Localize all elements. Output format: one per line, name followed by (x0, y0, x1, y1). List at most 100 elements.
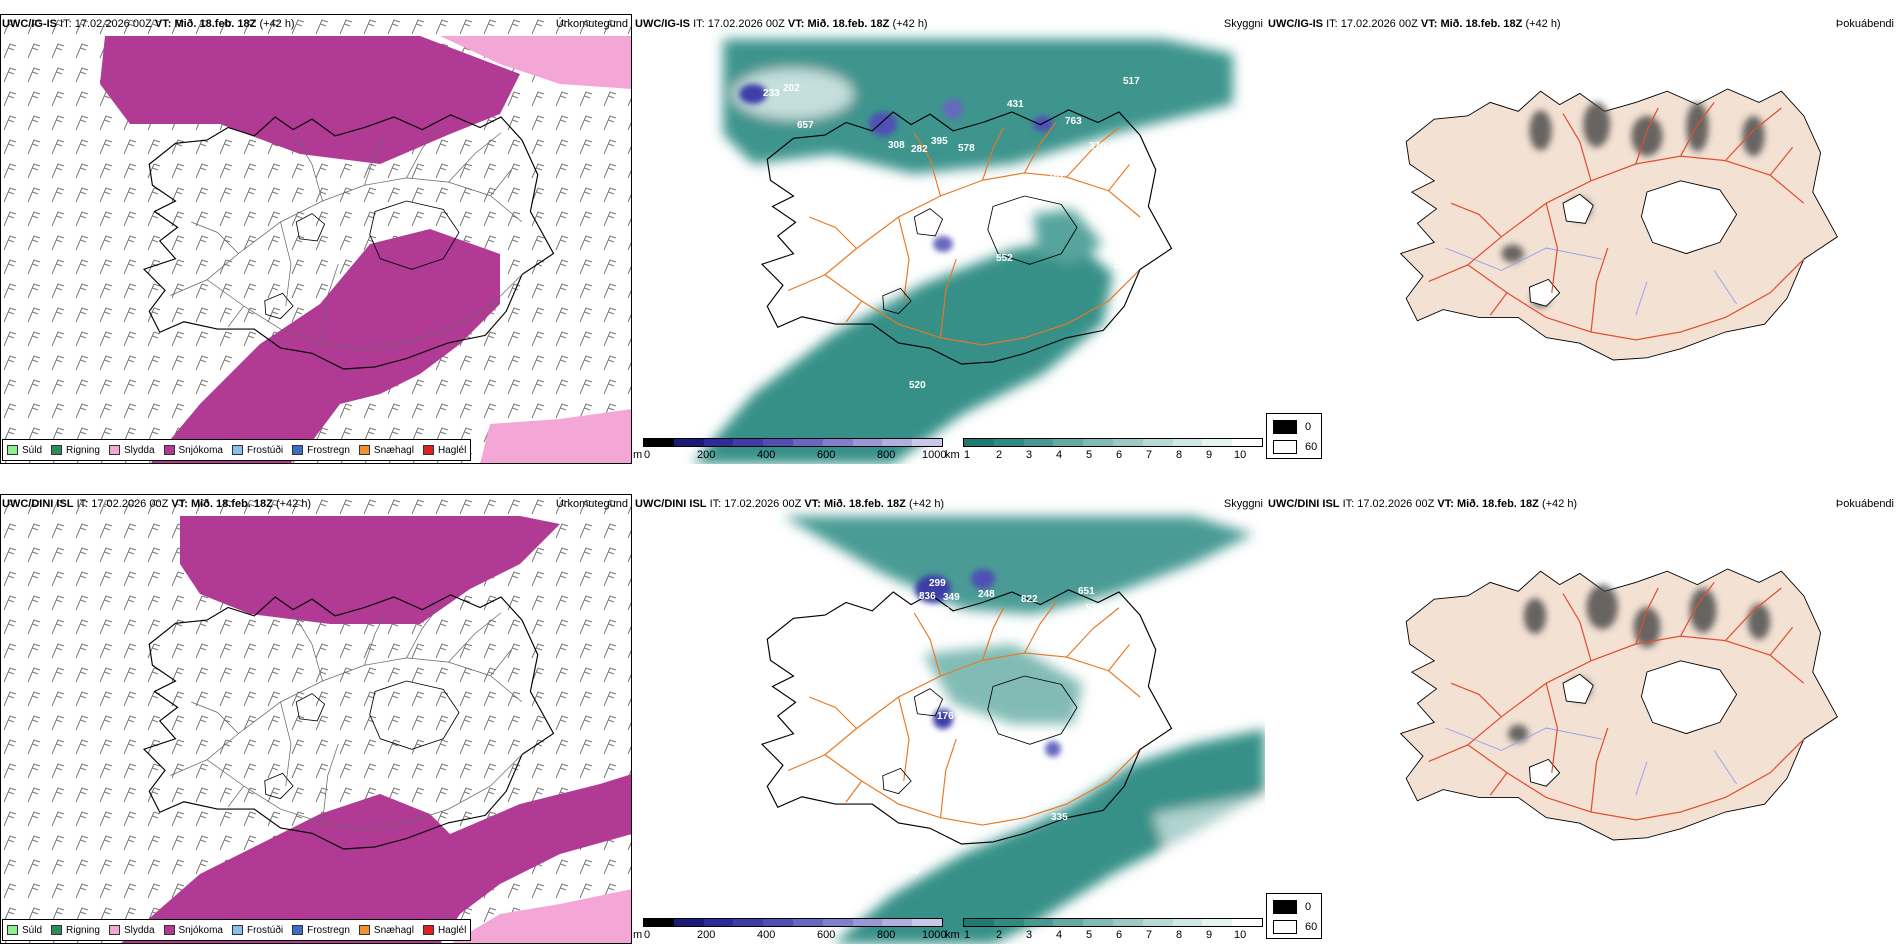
fog-title-row2: UWC/DINI ISL IT: 17.02.2026 00Z VT: Mið.… (1268, 498, 1578, 510)
visibility-value: 654 (1108, 238, 1125, 249)
visibility-value: 763 (1065, 116, 1082, 127)
visibility-value: 335 (1051, 812, 1068, 823)
precip-panel-label-row2: Úrkomutegund (555, 498, 628, 510)
visibility-values-row1: 233 202 657 308 282 395 578 431 763 370 … (763, 76, 1140, 391)
visibility-panel-label-row2: Skyggni (1223, 498, 1263, 510)
visibility-value: 540 (903, 866, 920, 877)
precip-title-row1: UWC/IG-IS IT: 17.02.2026 00Z VT: Mið. 18… (2, 18, 295, 30)
fog-panel-row2: UWC/DINI ISL IT: 17.02.2026 00Z VT: Mið.… (1266, 494, 1900, 944)
swatch-icon (108, 925, 120, 935)
swatch-icon (163, 925, 175, 935)
sleet-area-northeast (440, 36, 632, 89)
visibility-value: 552 (996, 253, 1013, 264)
visibility-values-row2: 299 836 349 230 248 822 651 514 176 235 … (851, 578, 1103, 877)
visibility-panel-label-row1: Skyggni (1223, 18, 1263, 30)
legend-item-rigning: Rigning (51, 445, 100, 456)
visibility-value: 248 (978, 589, 995, 600)
sleet-area-southeast (450, 889, 632, 944)
visibility-value: 514 (1086, 603, 1103, 614)
swatch-icon (358, 445, 370, 455)
legend-item-sudl: Súld (7, 925, 42, 936)
precip-panel-row1: UWC/IG-IS IT: 17.02.2026 00Z VT: Mið. 18… (0, 14, 632, 464)
visibility-panel-row2: 299 836 349 230 248 822 651 514 176 235 … (633, 494, 1265, 944)
visibility-value: 299 (929, 578, 946, 589)
visibility-value: 657 (797, 120, 814, 131)
visibility-map-row1: 233 202 657 308 282 395 578 431 763 370 … (693, 39, 1233, 464)
precip-panel-row2: UWC/DINI ISL IT: 17.02.2026 00Z VT: Mið.… (0, 494, 632, 944)
swatch-icon (231, 445, 243, 455)
fog-map-row1 (1400, 88, 1838, 361)
visibility-title-row2: UWC/DINI ISL IT: 17.02.2026 00Z VT: Mið.… (635, 498, 945, 510)
visibility-value: 431 (1007, 99, 1024, 110)
visibility-title-row1: UWC/IG-IS IT: 17.02.2026 00Z VT: Mið. 18… (635, 18, 928, 30)
visibility-value: 578 (958, 143, 975, 154)
precip-legend-row2: Súld Rigning Slydda Snjókoma Frostúði Fr… (2, 919, 472, 941)
swatch-icon (231, 925, 243, 935)
legend-item-slydda: Slydda (108, 445, 155, 456)
visibility-panel-row1: 233 202 657 308 282 395 578 431 763 370 … (633, 14, 1265, 464)
swatch-icon (108, 445, 120, 455)
legend-item-snjokoma: Snjókoma (163, 445, 223, 456)
visibility-value: 370 (1089, 141, 1106, 152)
swatch-icon (51, 925, 63, 935)
visibility-map-row2: 299 836 349 230 248 822 651 514 176 235 … (761, 516, 1265, 944)
fog-panel-label-row2: Þokuábendi (1835, 498, 1894, 510)
fog-map-row2 (1400, 568, 1838, 841)
visibility-value: 517 (1123, 76, 1140, 87)
visibility-value: 395 (931, 136, 948, 147)
legend-item-snaehagl: Snæhagl (358, 925, 414, 936)
legend-item-frostregn: Frostregn (292, 925, 350, 936)
fog-low-swatch (1273, 920, 1297, 934)
visibility-value: 651 (1078, 586, 1095, 597)
fog-panel-label-row1: Þokuábendi (1835, 18, 1894, 30)
legend-item-snjokoma: Snjókoma (163, 925, 223, 936)
visibility-value: 202 (783, 83, 800, 94)
ceiling-colorbar-row2: m 0 200 400 600 800 1000 (633, 918, 946, 942)
swatch-icon (163, 445, 175, 455)
fog-low-swatch (1273, 440, 1297, 454)
snow-area-north (100, 36, 520, 164)
fog-legend-row1: 0 60 (1266, 413, 1322, 459)
swatch-icon (292, 925, 304, 935)
legend-item-haglel: Haglél (422, 445, 466, 456)
ceiling-colorbar-row1: m 0 200 400 600 800 1000 (633, 438, 946, 462)
sleet-area-southeast (480, 409, 632, 464)
swatch-icon (422, 925, 434, 935)
legend-item-sudl: Súld (7, 445, 42, 456)
fog-title-row1: UWC/IG-IS IT: 17.02.2026 00Z VT: Mið. 18… (1268, 18, 1561, 30)
fog-legend-row2: 0 60 (1266, 893, 1322, 939)
visibility-value: 230 (933, 606, 950, 617)
legend-item-haglel: Haglél (422, 925, 466, 936)
legend-item-frostregn: Frostregn (292, 445, 350, 456)
visibility-value: 176 (937, 711, 954, 722)
visibility-colorbar-row1: km 1 2 3 4 5 6 7 8 9 10 (945, 438, 1265, 462)
precip-legend-row1: Súld Rigning Slydda Snjókoma Frostúði Fr… (2, 439, 472, 461)
precip-panel-label-row1: Úrkomutegund (555, 18, 628, 30)
ceiling-strip (643, 438, 943, 447)
visibility-value: 233 (763, 88, 780, 99)
swatch-icon (292, 445, 304, 455)
visibility-value: 235 (851, 738, 868, 749)
precip-map-row1 (0, 14, 632, 464)
fog-panel-row1: UWC/IG-IS IT: 17.02.2026 00Z VT: Mið. 18… (1266, 14, 1900, 464)
legend-item-frostudi: Frostúði (231, 925, 283, 936)
swatch-icon (7, 445, 18, 455)
fog-high-swatch (1273, 420, 1297, 434)
visibility-value: 520 (909, 380, 926, 391)
snow-area-south (150, 229, 500, 464)
swatch-icon (422, 445, 434, 455)
legend-item-snaehagl: Snæhagl (358, 445, 414, 456)
legend-item-frostudi: Frostúði (231, 445, 283, 456)
ceiling-strip (643, 918, 943, 927)
swatch-icon (358, 925, 370, 935)
swatch-icon (7, 925, 18, 935)
precip-title-row2: UWC/DINI ISL IT: 17.02.2026 00Z VT: Mið.… (2, 498, 312, 510)
visibility-colorbar-row2: km 1 2 3 4 5 6 7 8 9 10 (945, 918, 1265, 942)
visibility-value: 282 (911, 144, 928, 155)
visibility-value: 308 (888, 140, 905, 151)
fog-high-swatch (1273, 900, 1297, 914)
visibility-value: 822 (1021, 594, 1038, 605)
legend-item-rigning: Rigning (51, 925, 100, 936)
visibility-value: 349 (943, 592, 960, 603)
snow-area-south (120, 774, 632, 944)
